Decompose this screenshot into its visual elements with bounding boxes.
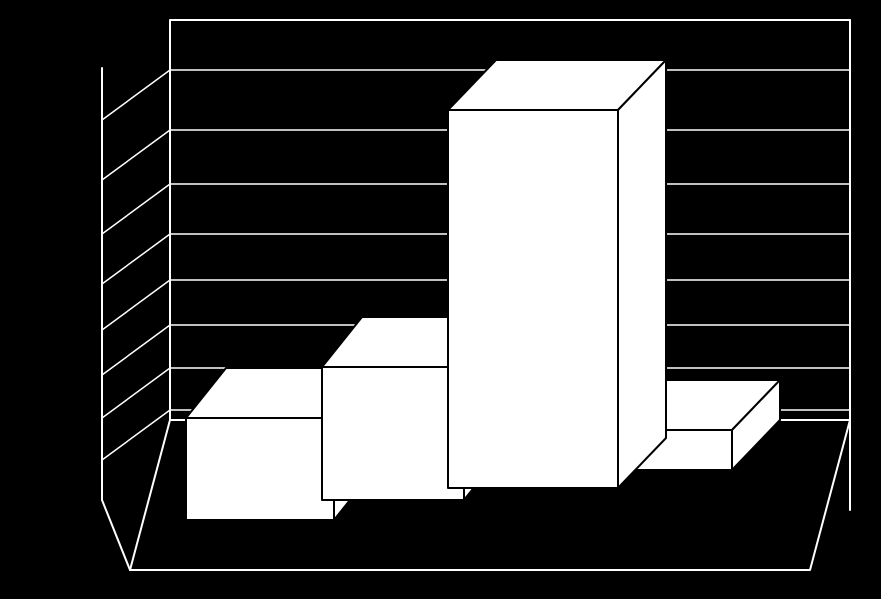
bar-side (618, 60, 666, 488)
bar-front (448, 110, 618, 488)
bar-front (322, 367, 464, 500)
bar3d-chart (0, 0, 881, 599)
bar-front (186, 418, 334, 520)
